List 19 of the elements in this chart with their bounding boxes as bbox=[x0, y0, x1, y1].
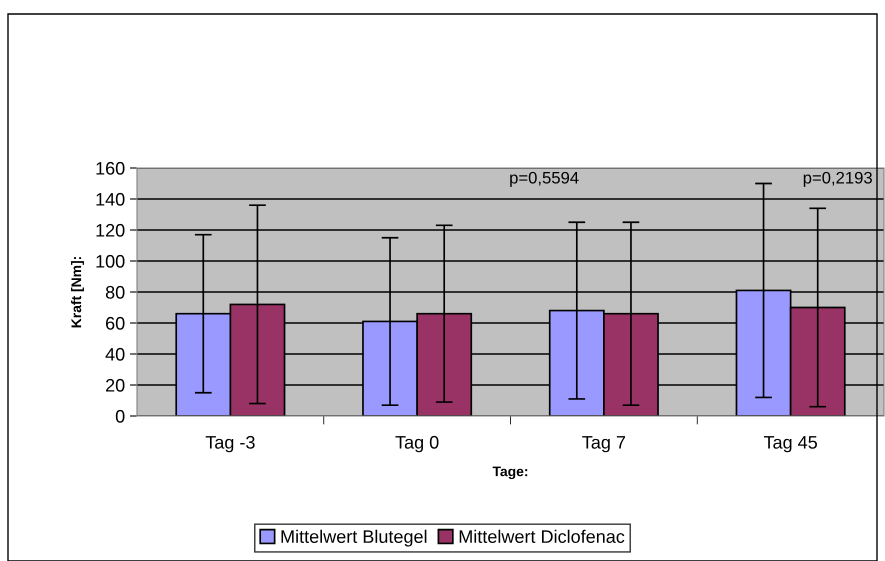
annotation: p=0,5594 bbox=[510, 172, 579, 187]
legend-label: Mittelwert Diclofenac bbox=[460, 530, 624, 543]
y-tick-label: 100 bbox=[96, 254, 124, 268]
annotation: p=0,2193 bbox=[804, 172, 872, 187]
y-tick-label: 160 bbox=[96, 162, 124, 175]
y-tick-label: 60 bbox=[106, 316, 124, 330]
x-tick-label: Tag 45 bbox=[764, 436, 817, 452]
y-tick-label: 120 bbox=[96, 224, 124, 237]
y-tick-label: 40 bbox=[106, 348, 124, 361]
x-tick-label: Tag -3 bbox=[206, 436, 255, 452]
y-tick-label: 140 bbox=[96, 192, 124, 206]
y-axis-title: Kraft [Nm]: bbox=[71, 257, 84, 328]
x-tick-label: Tag 0 bbox=[395, 436, 438, 452]
y-tick-label: 20 bbox=[106, 378, 124, 392]
x-axis-title: Tage: bbox=[492, 466, 528, 480]
legend-label: Mittelwert Blutegel bbox=[282, 530, 426, 547]
y-tick-label: 80 bbox=[106, 286, 124, 299]
x-tick-label: Tag 7 bbox=[582, 436, 626, 452]
y-tick-label: 0 bbox=[116, 410, 124, 423]
